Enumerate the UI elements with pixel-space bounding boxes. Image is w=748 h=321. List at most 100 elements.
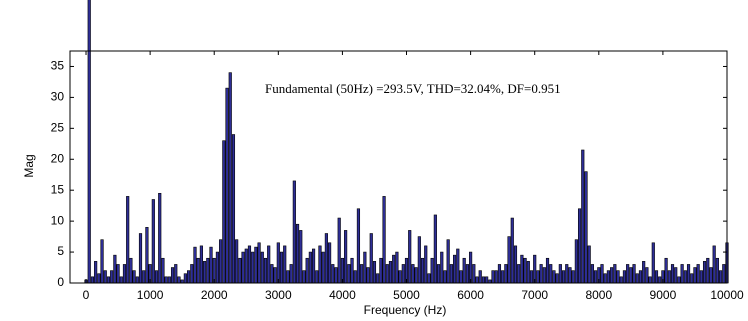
bar [273,267,277,284]
bar [433,214,437,284]
bar [574,239,578,284]
bar [651,242,655,284]
x-tick-label: 5000 [393,288,420,302]
bar [308,251,312,284]
bar [311,248,316,284]
bar [292,180,296,284]
bar [206,257,210,284]
bar [388,261,393,284]
bar [203,261,207,284]
bar [475,276,479,284]
bar [456,248,460,284]
bar [520,254,524,284]
bar [196,257,200,284]
bar [722,264,726,284]
bar [260,251,264,284]
bar [539,264,543,284]
bar [97,273,101,284]
bar [337,217,341,284]
bar [712,245,716,284]
bar [565,264,569,284]
bar [145,227,149,284]
x-tick-label: 3000 [265,288,292,302]
bar [440,251,444,284]
bar [715,257,719,284]
bar [709,267,713,284]
bar [302,270,306,284]
bar [251,251,255,284]
bar [494,270,498,284]
bar [686,264,691,284]
bar [190,264,194,284]
bar [254,246,258,284]
bar [619,276,623,284]
bar [289,264,293,284]
bar [469,251,473,284]
bar [369,233,373,284]
bar [305,257,309,284]
bar [680,264,684,284]
bar [328,242,332,284]
bar [674,267,678,284]
bar [462,257,466,284]
bar [270,264,274,284]
bar [523,257,527,284]
bar [170,267,175,284]
bar [222,140,226,284]
bar [590,264,594,284]
bar [142,270,146,284]
bar [690,273,694,284]
bar [545,257,550,284]
x-tick-label: 10000 [710,288,744,302]
bar [347,264,351,284]
bar [626,264,630,284]
bar [279,251,284,284]
bar [94,261,98,284]
bar [263,257,268,284]
bar [241,251,245,284]
x-tick-label: 6000 [457,288,484,302]
bar [199,245,203,284]
bar [699,270,703,284]
bar [151,199,155,284]
bar [622,270,627,284]
bar [360,264,364,284]
bar [164,276,168,284]
x-axis-label: Frequency (Hz) [364,303,447,317]
x-tick-label: 8000 [585,288,612,302]
bar [449,264,453,284]
bar [478,270,482,284]
bar [385,264,389,284]
bar [119,276,123,284]
bar [587,245,591,284]
x-tick-label: 7000 [521,288,548,302]
bar [485,276,489,284]
bar [353,270,357,284]
bar [706,257,710,284]
bar [507,236,511,284]
bar [398,270,402,284]
x-tick-label: 2000 [201,288,228,302]
bar [276,242,280,284]
bar [610,267,614,284]
bar [238,257,242,284]
bar [677,276,681,284]
bar [87,0,91,284]
bar [366,267,370,284]
bar [401,264,405,284]
bar [427,273,431,284]
bar [209,246,213,284]
bar [235,239,239,284]
bar [408,230,412,284]
bar [129,257,133,284]
bar [158,192,162,284]
bar [417,236,421,284]
x-tick-label: 4000 [329,288,356,302]
bar [225,87,229,284]
bar [315,270,319,284]
bar [356,208,361,284]
bar [533,254,537,284]
bar [491,270,495,284]
bar [526,261,530,284]
bar [667,270,671,284]
